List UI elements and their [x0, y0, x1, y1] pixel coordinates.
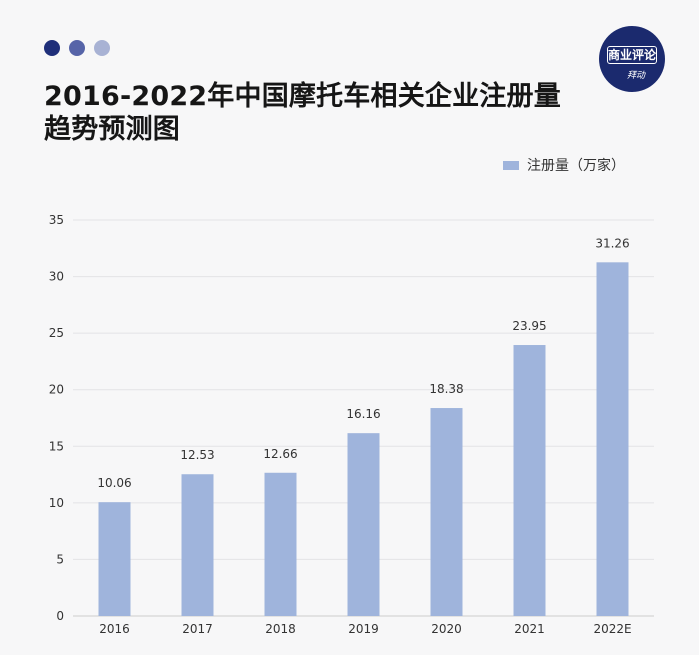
legend-label: 注册量（万家）	[527, 158, 625, 174]
logo-main-text: 商业评论	[607, 46, 657, 64]
chart-legend: 注册量（万家）	[503, 155, 625, 175]
bar-value-label: 12.53	[180, 448, 214, 462]
bar	[596, 262, 629, 616]
y-tick-label: 10	[49, 496, 64, 510]
bar	[264, 472, 297, 616]
decorative-dots	[44, 40, 110, 56]
bar	[347, 433, 380, 616]
x-tick-label: 2016	[99, 622, 130, 636]
x-tick-label: 2019	[348, 622, 379, 636]
dot-dark	[44, 40, 60, 56]
dot-medium	[69, 40, 85, 56]
y-tick-label: 5	[56, 552, 64, 566]
x-tick-label: 2020	[431, 622, 462, 636]
bar	[181, 474, 214, 616]
bar-value-label: 16.16	[346, 407, 380, 421]
x-tick-label: 2022E	[593, 622, 631, 636]
dot-light	[94, 40, 110, 56]
bar	[98, 502, 131, 616]
x-tick-label: 2021	[514, 622, 545, 636]
bar-value-label: 18.38	[429, 382, 463, 396]
y-tick-label: 0	[56, 609, 64, 623]
y-tick-label: 35	[49, 213, 64, 227]
x-tick-label: 2018	[265, 622, 296, 636]
x-tick-label: 2017	[182, 622, 213, 636]
y-tick-label: 20	[49, 383, 64, 397]
bar-value-label: 12.66	[263, 447, 297, 461]
bar	[430, 408, 463, 616]
y-tick-label: 15	[49, 439, 64, 453]
legend-swatch	[503, 160, 519, 170]
y-tick-label: 25	[49, 326, 64, 340]
bar	[513, 345, 546, 616]
y-tick-label: 30	[49, 270, 64, 284]
logo-sub-text: 拜动	[627, 71, 646, 81]
bar-value-label: 23.95	[512, 319, 546, 333]
bar-value-label: 10.06	[97, 476, 131, 490]
brand-logo: 商业评论 拜动	[599, 26, 665, 92]
chart-title: 2016-2022年中国摩托车相关企业注册量 趋势预测图	[44, 80, 584, 146]
chart-title-line1: 2016-2022年中国摩托车相关企业注册量	[44, 81, 561, 112]
bar-value-label: 31.26	[595, 236, 629, 250]
chart-title-line2: 趋势预测图	[44, 114, 180, 145]
